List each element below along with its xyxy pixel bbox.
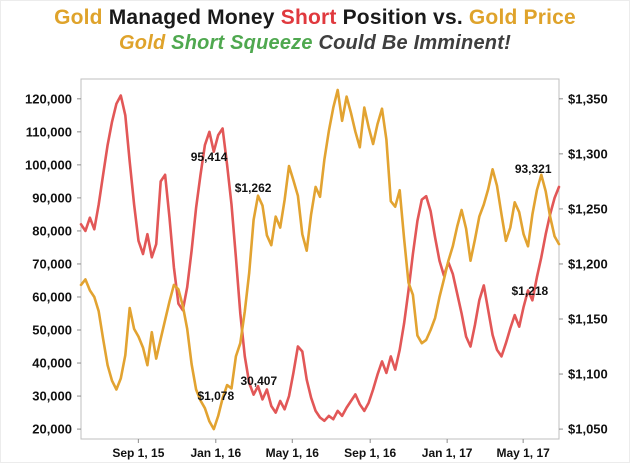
x-axis-label: May 1, 16 [266,446,320,460]
gold-managed-money-short-position-line [79,94,561,423]
left-axis-label: 100,000 [25,157,72,172]
left-axis-label: 20,000 [32,422,72,437]
left-axis-label: 50,000 [32,323,72,338]
left-axis-label: 60,000 [32,289,72,304]
left-axis-label: 90,000 [32,190,72,205]
right-axis-label: $1,050 [568,422,608,437]
x-axis-label: Sep 1, 16 [344,446,396,460]
chart-subtitle-part: Gold [119,31,172,54]
left-axis-label: 110,000 [26,124,72,139]
annotation-1262: $1,262 [235,181,272,195]
chart-title-part: Managed Money [108,6,281,29]
chart-subtitle: Gold Short Squeeze Could Be Imminent! [1,31,629,55]
right-axis-label: $1,350 [568,91,608,106]
chart-subtitle-part: Could Be Imminent! [318,31,511,54]
left-axis-label: 30,000 [32,389,72,404]
chart-title-part: Gold [54,6,109,29]
x-axis-label: Sep 1, 15 [112,446,164,460]
right-axis-label: $1,250 [568,201,608,216]
annotation-1078: $1,078 [197,389,234,403]
x-axis-label: May 1, 17 [496,446,550,460]
x-axis-label: Jan 1, 17 [422,446,473,460]
chart-title: Gold Managed Money Short Position vs. Go… [1,5,629,31]
x-axis-label: Jan 1, 16 [190,446,241,460]
annotation-1218: $1,218 [511,284,548,298]
right-axis-label: $1,300 [568,146,608,161]
chart-title-part: Short [280,6,337,29]
right-axis-label: $1,100 [568,367,608,382]
plot-border [80,78,560,440]
gold-price-line [79,88,561,431]
right-axis-label: $1,200 [568,256,608,271]
annotation-30407: 30,407 [240,374,277,388]
left-axis-label: 120,000 [25,91,72,106]
left-axis-label: 40,000 [32,356,72,371]
annotation-95414: 95,414 [191,150,228,164]
annotation-93321: 93,321 [515,162,552,176]
chart-subtitle-part: Short Squeeze [171,31,319,54]
left-axis-label: 80,000 [32,223,72,238]
right-axis-label: $1,150 [568,312,608,327]
chart-title-part: Position vs. [336,6,469,29]
left-axis-label: 70,000 [32,256,72,271]
chart-header: Gold Managed Money Short Position vs. Go… [1,5,629,55]
chart-title-part: Gold Price [468,6,576,29]
